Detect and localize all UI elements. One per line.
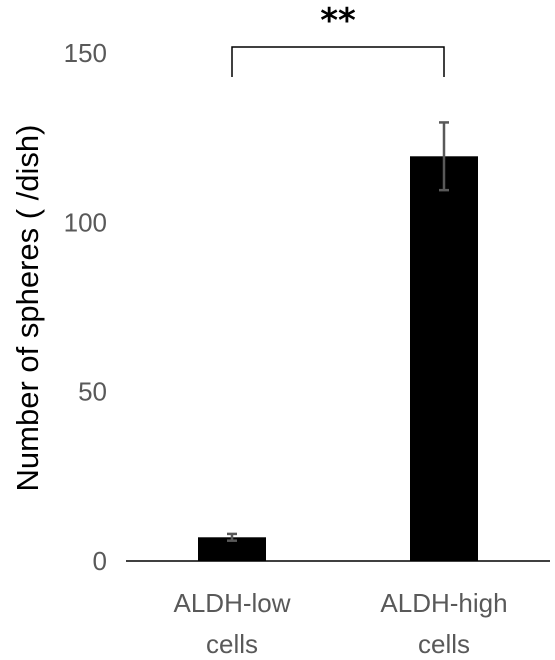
y-tick-label: 0: [93, 546, 107, 576]
significance-label: **: [320, 1, 356, 41]
y-tick-label: 150: [64, 38, 107, 68]
x-tick-label: ALDH-low: [173, 588, 290, 618]
error-bar: [227, 532, 237, 542]
y-tick-label: 50: [78, 377, 107, 407]
bar: [198, 537, 266, 561]
y-tick-label: 100: [64, 207, 107, 237]
significance-bracket: [231, 46, 445, 77]
x-tick-label: cells: [418, 629, 470, 659]
x-tick-label: cells: [206, 629, 258, 659]
y-axis-title: Number of spheres ( /dish): [10, 125, 45, 492]
x-tick-label: ALDH-high: [380, 588, 507, 618]
error-bar: [439, 121, 449, 192]
bar: [410, 156, 478, 561]
